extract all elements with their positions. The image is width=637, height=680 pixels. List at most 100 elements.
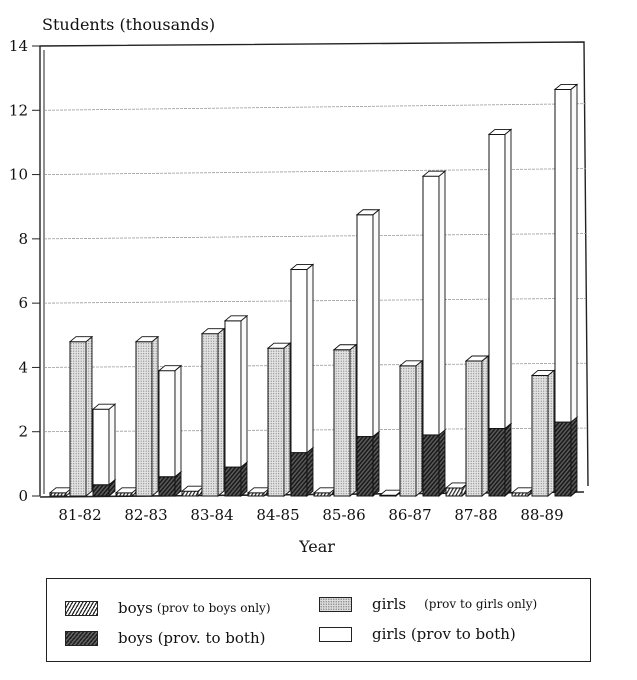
bar-boys-prov-boys-only-face [445, 487, 463, 497]
bar-girls-prov-both-side [372, 208, 380, 438]
bar-girls-prov-girls-only-side [217, 327, 225, 497]
bar-girls-prov-girls-only-face [465, 360, 483, 497]
bar-girls-prov-both-face [356, 214, 374, 438]
bar-girls-prov-both-side [174, 364, 182, 478]
x-tick-label: 82-83 [124, 506, 167, 524]
gridline [43, 427, 587, 433]
bar-girls-prov-girls-only-face [135, 341, 153, 497]
bar-girls-prov-both-side [438, 170, 446, 436]
bar-girls-prov-both [421, 170, 447, 436]
y-tick-label: 0 [18, 487, 28, 505]
y-axis-title: Students (thousands) [42, 15, 215, 34]
chart-area: Students (thousands) 0 2 4 6 8 10 12 14 81-82 82… [9, 15, 589, 556]
bar-boys-prov-both [289, 446, 315, 497]
bar-girls-prov-both-top [289, 263, 315, 270]
gridline [43, 168, 587, 175]
y-tick-label: 14 [9, 37, 28, 55]
bar-girls-prov-girls-only-side [481, 355, 489, 497]
bar-boys-prov-both-face [554, 421, 572, 497]
x-tick-label: 84-85 [256, 506, 299, 524]
bar-girls-prov-girls-only-face [267, 347, 285, 497]
y-axis: 0 2 4 6 8 10 12 14 [9, 37, 40, 505]
bar-boys-prov-both [487, 422, 513, 497]
bar-girls-prov-girls-only-top [398, 360, 424, 367]
bar-girls-prov-girls-only-face [333, 349, 351, 497]
gridlines [43, 103, 587, 433]
legend: boys (prov to boys only) boys (prov. to … [46, 578, 591, 662]
legend-item-boys-prov-boys-only: boys (prov to boys only) [65, 599, 271, 617]
bar-girls-prov-girls-only [332, 343, 358, 497]
y-tick-label: 6 [18, 294, 28, 312]
swatch-girls-prov-both [319, 626, 352, 642]
bar-girls-prov-girls-only-top [200, 328, 226, 335]
bar-girls-prov-girls-only-top [134, 336, 160, 343]
bar-boys-prov-boys-only-face [181, 490, 199, 497]
bar-boys-prov-both-side [570, 416, 578, 497]
bar-girls-prov-girls-only-face [399, 365, 417, 497]
bar-boys-prov-boys-only [378, 489, 404, 497]
bar-boys-prov-boys-only [444, 482, 470, 497]
bar-girls-prov-girls-only [200, 327, 226, 497]
swatch-boys-prov-both [65, 630, 98, 646]
bar-girls-prov-both [223, 314, 249, 469]
bar-girls-prov-girls-only-top [68, 336, 94, 343]
bar-boys-prov-both-side [306, 446, 314, 497]
bar-girls-prov-girls-only [134, 335, 160, 497]
gridline [43, 233, 587, 240]
bar-girls-prov-both-side [240, 314, 248, 469]
bar-boys-prov-both [421, 428, 447, 497]
legend-label: girls (prov to both) [372, 625, 516, 643]
bar-girls-prov-girls-only-face [69, 341, 87, 497]
bar-boys-prov-boys-only-face [49, 492, 67, 497]
y-tick-label: 12 [9, 101, 28, 119]
bar-girls-prov-both-face [554, 88, 572, 423]
bar-boys-prov-both [223, 461, 249, 497]
y-tick-label: 2 [18, 423, 28, 441]
legend-sublabel: (prov to boys only) [156, 601, 271, 615]
swatch-girls-prov-girls-only [319, 596, 352, 612]
plot-border [39, 41, 589, 496]
bar-girls-prov-both [289, 263, 315, 454]
bar-girls-prov-both-side [570, 83, 578, 424]
gridline [43, 103, 587, 111]
x-tick-label: 87-88 [454, 506, 497, 524]
bar-girls-prov-girls-only [266, 342, 292, 497]
bar-girls-prov-girls-only-face [531, 374, 549, 497]
bar-boys-prov-both-face [158, 476, 176, 497]
bar-boys-prov-both-face [224, 466, 242, 497]
bar-girls-prov-both [91, 403, 117, 486]
bar-girls-prov-both-face [488, 133, 506, 429]
bar-girls-prov-both-side [306, 263, 314, 454]
bar-girls-prov-both-top [91, 403, 117, 410]
bar-boys-prov-both-face [488, 428, 506, 497]
bar-girls-prov-girls-only-side [547, 369, 555, 497]
bar-girls-prov-both-top [157, 365, 183, 372]
bar-girls-prov-both-face [224, 320, 242, 468]
gridline [43, 362, 587, 368]
bar-girls-prov-girls-only-side [283, 342, 291, 497]
bar-boys-prov-both-side [372, 430, 380, 497]
x-axis: 81-82 82-83 83-84 84-85 85-86 86-87 87-88 88-89 [58, 506, 563, 524]
gridline [43, 297, 587, 304]
bar-boys-prov-both-face [290, 452, 308, 497]
bar-girls-prov-both-top [223, 315, 249, 322]
bar-boys-prov-boys-only-face [247, 492, 265, 497]
bar-boys-prov-both [355, 430, 381, 497]
bar-boys-prov-boys-only-face [313, 492, 331, 497]
bar-boys-prov-both-side [438, 428, 446, 497]
bar-boys-prov-both-side [240, 461, 248, 497]
bar-girls-prov-girls-only-face [201, 333, 219, 497]
legend-item-girls-prov-girls-only: girls (prov to girls only) [319, 595, 537, 613]
bar-girls-prov-both [157, 364, 183, 478]
legend-item-girls-prov-both: girls (prov to both) [319, 625, 516, 643]
bar-boys-prov-boys-only [48, 486, 74, 497]
bar-girls-prov-both-top [421, 170, 447, 177]
bar-boys-prov-both-face [422, 434, 440, 497]
bar-girls-prov-both-face [92, 408, 110, 486]
bar-girls-prov-both-top [487, 128, 513, 135]
legend-item-boys-prov-both: boys (prov. to both) [65, 629, 265, 647]
x-tick-label: 86-87 [388, 506, 431, 524]
bar-girls-prov-girls-only-top [266, 342, 292, 349]
bar-girls-prov-girls-only [398, 359, 424, 497]
bar-girls-prov-girls-only [464, 355, 490, 497]
